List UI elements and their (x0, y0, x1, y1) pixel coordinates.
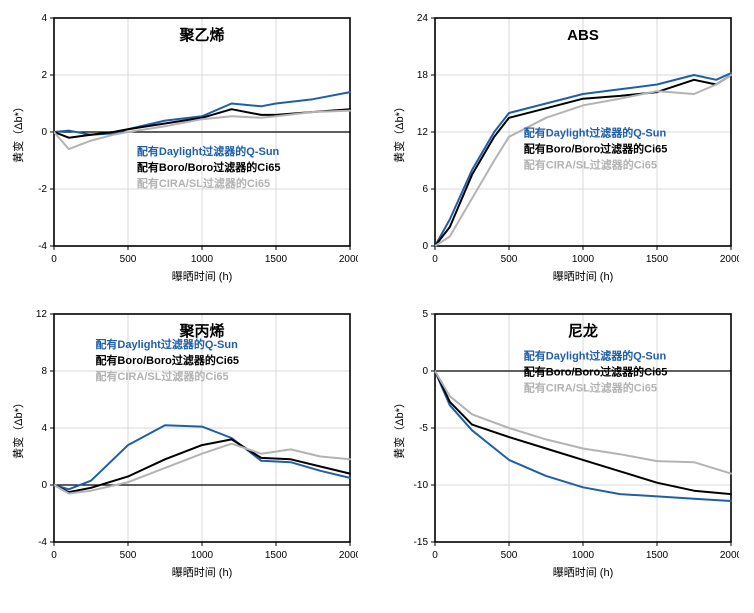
svg-text:-4: -4 (38, 537, 47, 548)
svg-text:0: 0 (432, 254, 438, 265)
svg-text:6: 6 (422, 184, 428, 195)
svg-text:2000: 2000 (720, 254, 739, 265)
svg-text:0: 0 (422, 241, 428, 252)
legend-entry: 配有Boro/Boro过滤器的Ci65 (524, 365, 668, 379)
svg-text:500: 500 (501, 550, 518, 561)
svg-text:18: 18 (417, 70, 429, 81)
svg-text:-10: -10 (414, 480, 429, 491)
chart-title: 聚丙烯 (178, 322, 224, 340)
svg-text:-5: -5 (419, 423, 428, 434)
panel-abs: 0 500 1000 1500 2000 0 6 12 18 24 曝晒时间 (h) 黄变（Δb*） A… (389, 8, 746, 288)
x-axis-label: 曝晒时间 (h) (172, 566, 233, 579)
svg-text:2000: 2000 (339, 254, 358, 265)
y-axis-label: 黄变（Δb*） (11, 397, 25, 459)
legend-entry: 配有Boro/Boro过滤器的Ci65 (137, 160, 281, 174)
svg-text:1500: 1500 (265, 550, 288, 561)
legend-entry: 配有CIRA/SL过滤器的Ci65 (524, 381, 657, 395)
svg-text:500: 500 (501, 254, 518, 265)
panel-pe: 0 500 1000 1500 2000 -4 -2 0 2 4 曝晒时间 (h) 黄变（Δb*） 聚乙… (8, 8, 365, 288)
svg-text:0: 0 (432, 550, 438, 561)
svg-text:12: 12 (36, 309, 48, 320)
svg-text:2000: 2000 (720, 550, 739, 561)
svg-text:1500: 1500 (265, 254, 288, 265)
svg-text:0: 0 (41, 480, 47, 491)
svg-text:1500: 1500 (646, 550, 669, 561)
legend-entry: 配有Daylight过滤器的Q-Sun (524, 126, 667, 140)
svg-text:1000: 1000 (572, 550, 595, 561)
x-axis-label: 曝晒时间 (h) (553, 270, 614, 283)
legend-entry: 配有Boro/Boro过滤器的Ci65 (524, 142, 668, 156)
y-axis-label: 黄变（Δb*） (392, 101, 406, 163)
chart-title: 聚乙烯 (178, 26, 224, 44)
x-axis-label: 曝晒时间 (h) (553, 566, 614, 579)
svg-text:2: 2 (41, 70, 47, 81)
svg-text:500: 500 (120, 254, 137, 265)
svg-text:5: 5 (422, 309, 428, 320)
svg-text:1000: 1000 (572, 254, 595, 265)
svg-text:4: 4 (41, 423, 47, 434)
chart-grid: 0500100015002000-4-2024曝晒时间 (h)黄变（Δb*）聚乙… (8, 8, 746, 584)
svg-text:4: 4 (41, 13, 47, 24)
svg-text:1500: 1500 (646, 254, 669, 265)
legend-entry: 配有Daylight过滤器的Q-Sun (524, 349, 667, 363)
legend-entry: 配有CIRA/SL过滤器的Ci65 (95, 369, 228, 383)
chart-title: ABS (567, 27, 599, 44)
chart-title: 尼龙 (568, 322, 598, 340)
x-axis-label: 曝晒时间 (h) (172, 270, 233, 283)
svg-text:0: 0 (422, 366, 428, 377)
svg-text:-2: -2 (38, 184, 47, 195)
svg-text:1000: 1000 (191, 254, 214, 265)
legend-entry: 配有Daylight过滤器的Q-Sun (95, 337, 238, 351)
svg-text:-15: -15 (414, 537, 429, 548)
svg-text:0: 0 (41, 127, 47, 138)
svg-text:24: 24 (417, 13, 429, 24)
svg-text:1000: 1000 (191, 550, 214, 561)
panel-pp: 0 500 1000 1500 2000 -4 0 4 8 12 曝晒时间 (h) 黄变（Δb*） 聚丙… (8, 304, 365, 584)
legend-entry: 配有Daylight过滤器的Q-Sun (137, 144, 280, 158)
svg-text:-4: -4 (38, 241, 47, 252)
svg-text:500: 500 (120, 550, 137, 561)
svg-text:2000: 2000 (339, 550, 358, 561)
legend-entry: 配有Boro/Boro过滤器的Ci65 (95, 353, 239, 367)
svg-text:8: 8 (41, 366, 47, 377)
y-axis-label: 黄变（Δb*） (11, 101, 25, 163)
svg-text:12: 12 (417, 127, 429, 138)
y-axis-label: 黄变（Δb*） (392, 397, 406, 459)
svg-text:0: 0 (51, 254, 57, 265)
svg-text:0: 0 (51, 550, 57, 561)
panel-nylon: 0 500 1000 1500 2000 -15 -10 -5 0 5 曝晒时间 (h) 黄变（Δb*… (389, 304, 746, 584)
legend-entry: 配有CIRA/SL过滤器的Ci65 (524, 158, 657, 172)
legend-entry: 配有CIRA/SL过滤器的Ci65 (137, 176, 270, 190)
